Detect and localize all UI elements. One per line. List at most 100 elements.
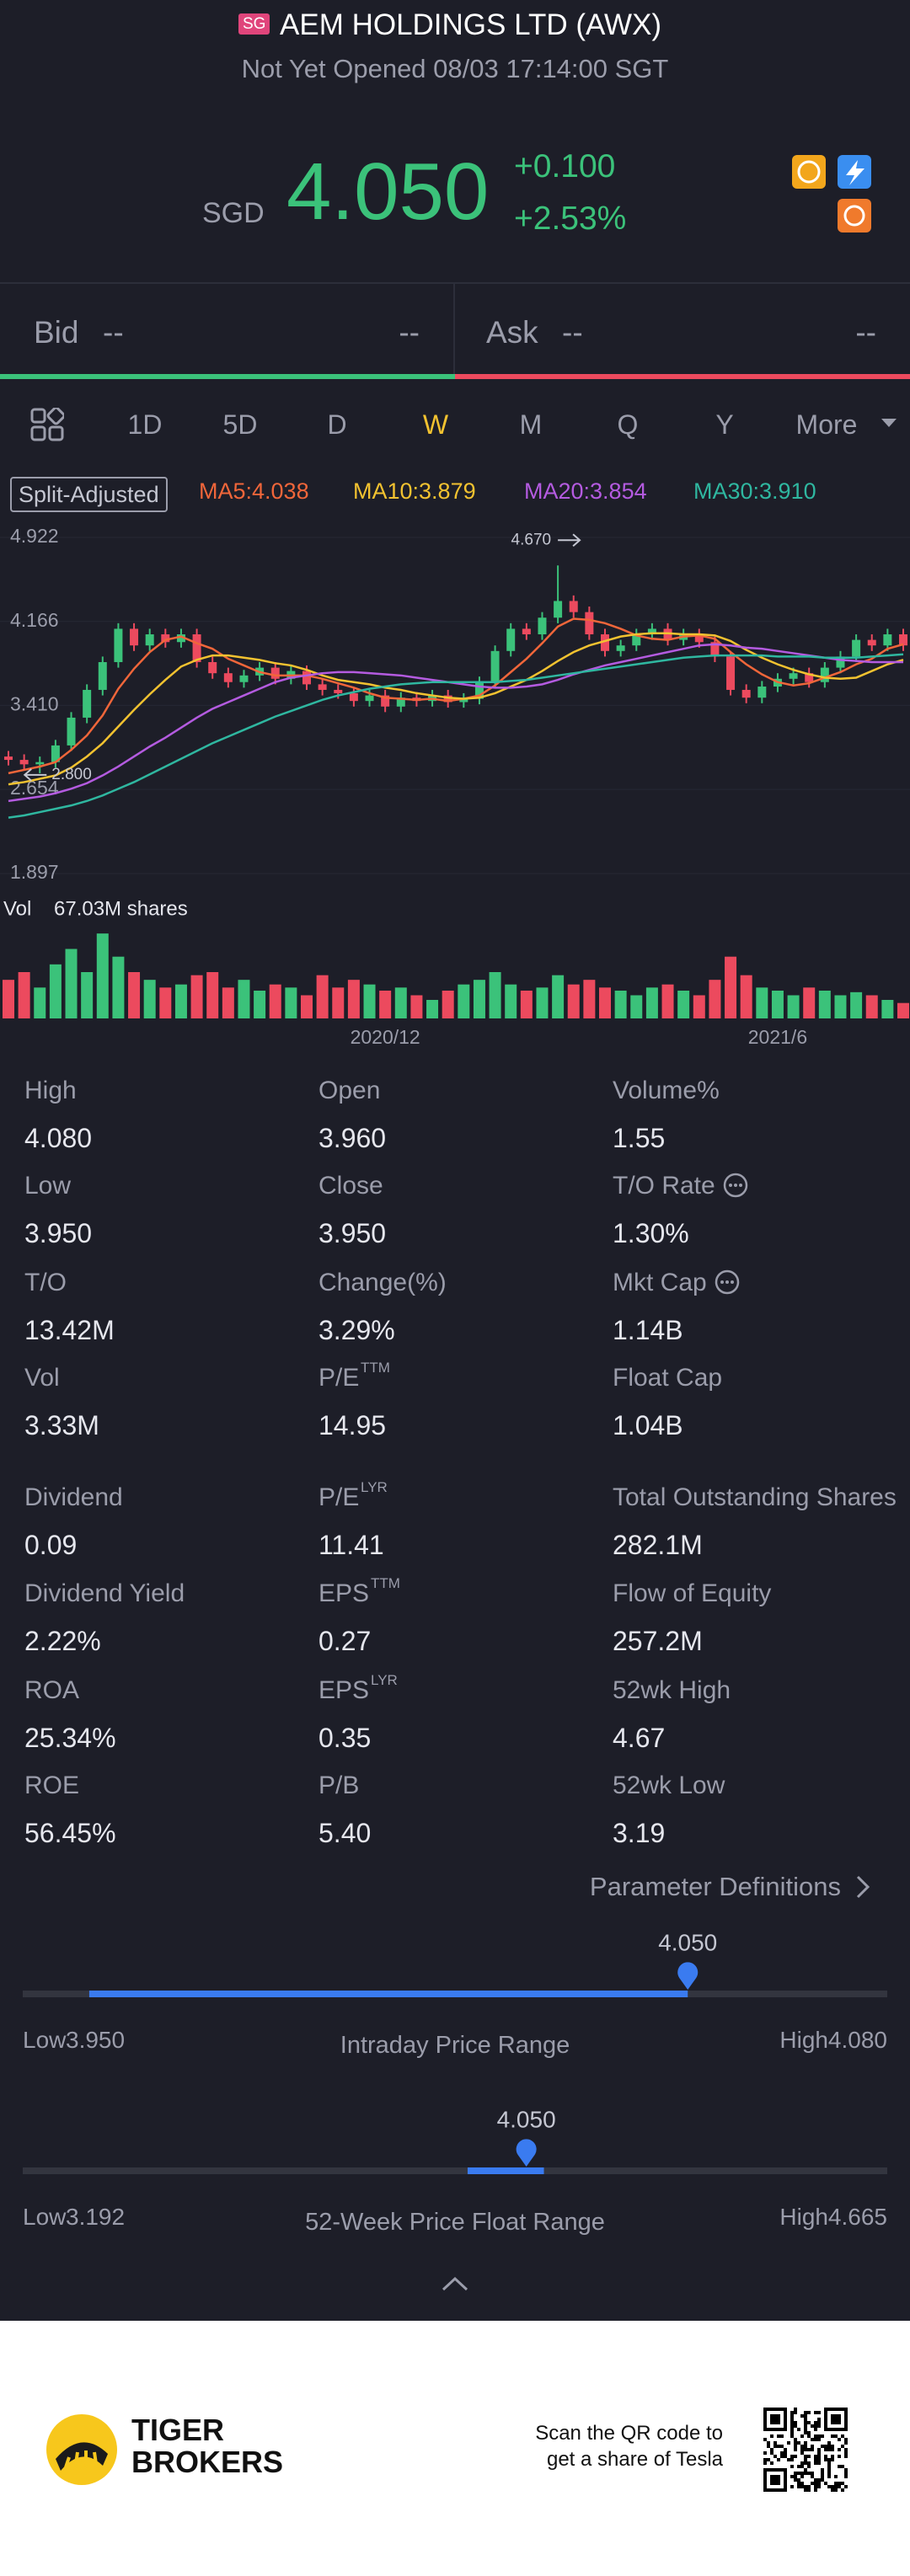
qr-module	[834, 2482, 838, 2485]
qr-module	[804, 2468, 807, 2472]
volume-bar	[645, 987, 658, 1018]
qr-module	[844, 2485, 848, 2488]
qr-module	[817, 2478, 821, 2482]
period-tab[interactable]: More	[795, 409, 858, 440]
last-price: 4.050	[286, 147, 490, 237]
stat-label: Low	[24, 1172, 72, 1200]
qr-module	[814, 2424, 817, 2428]
qr-module	[790, 2411, 794, 2414]
qr-module	[790, 2475, 794, 2478]
info-dot	[734, 1184, 737, 1187]
adjust-badge[interactable]: Split-Adjusted	[10, 477, 168, 512]
qr-module	[814, 2458, 817, 2461]
candle-body	[632, 634, 641, 646]
qr-module	[807, 2448, 811, 2451]
volume-bar	[379, 991, 392, 1018]
qr-module	[797, 2465, 800, 2468]
candle-body	[19, 760, 29, 765]
qr-module	[777, 2445, 780, 2448]
qr-module	[814, 2488, 817, 2492]
qr-module	[838, 2482, 841, 2485]
stat-label-sup: TTM	[361, 1360, 390, 1376]
qr-module	[807, 2485, 811, 2488]
volume-bar	[34, 987, 46, 1018]
qr-module	[827, 2475, 831, 2478]
candle-body	[239, 675, 249, 682]
volume-bar	[552, 975, 565, 1018]
candle-body	[474, 681, 484, 699]
period-tab[interactable]: W	[422, 409, 449, 440]
qr-module	[834, 2485, 838, 2488]
qr-module	[774, 2441, 777, 2445]
qr-module	[824, 2445, 827, 2448]
ask-size: --	[855, 315, 876, 350]
period-tab[interactable]: Q	[617, 409, 639, 440]
qr-module	[767, 2445, 770, 2448]
stat-label: ROE	[24, 1772, 80, 1799]
stat-label: P/E	[318, 1364, 360, 1392]
candle-body	[459, 698, 468, 703]
current-marker	[516, 2139, 537, 2167]
stat-value: 13.42M	[24, 1315, 115, 1345]
info-icon[interactable]	[714, 1269, 741, 1296]
qr-module	[834, 2475, 838, 2478]
icon-loop[interactable]	[838, 199, 871, 232]
qr-module	[770, 2451, 774, 2455]
qr-module	[838, 2455, 841, 2458]
icon-glyph	[843, 205, 865, 227]
period-tab[interactable]: 1D	[127, 409, 163, 440]
qr-module	[794, 2472, 797, 2475]
collapse-arrow[interactable]	[440, 2274, 470, 2295]
qr-module	[844, 2472, 848, 2475]
layout-icon[interactable]	[30, 408, 64, 441]
stat-value: 25.34%	[24, 1723, 116, 1753]
qr-module	[790, 2428, 794, 2431]
qr-module	[821, 2468, 824, 2472]
stat-value: 56.45%	[24, 1818, 116, 1848]
stock-title: AEM HOLDINGS LTD (AWX)	[280, 8, 662, 41]
qr-module	[794, 2421, 797, 2424]
qr-module	[817, 2458, 821, 2461]
qr-module	[770, 2448, 774, 2451]
qr-module	[780, 2451, 784, 2455]
ma-legend-item: MA20:3.854	[524, 478, 647, 504]
volume-bar	[426, 1000, 439, 1018]
volume-bar	[583, 980, 596, 1018]
range-title: Intraday Price Range	[340, 2032, 570, 2059]
y-tick-label: 3.410	[10, 693, 59, 715]
candle-body	[443, 695, 452, 703]
period-tab[interactable]: M	[519, 409, 543, 440]
volume-bar	[159, 987, 172, 1018]
volume-bar	[410, 995, 423, 1018]
icon-part	[48, 425, 64, 441]
info-icon[interactable]	[722, 1172, 749, 1199]
info-ring	[723, 1173, 748, 1198]
period-tab[interactable]: Y	[715, 409, 734, 440]
volume-value: 67.03M shares	[54, 897, 188, 920]
period-tab[interactable]: D	[327, 409, 347, 440]
qr-module	[804, 2428, 807, 2431]
qr-module	[821, 2478, 824, 2482]
range-low-prefix: Low	[23, 2027, 67, 2053]
qr-module	[794, 2408, 797, 2411]
qr-module	[811, 2472, 814, 2475]
icon-dollar[interactable]	[792, 155, 826, 189]
stat-value: 257.2M	[613, 1626, 703, 1656]
candle-body	[98, 661, 107, 690]
volume-bar	[128, 972, 141, 1018]
qr-module	[827, 2461, 831, 2465]
info-dot	[729, 1184, 732, 1187]
period-tab[interactable]: 5D	[222, 409, 258, 440]
qr-module	[814, 2421, 817, 2424]
stat-value: 14.95	[318, 1410, 387, 1440]
qr-caption: Scan the QR code to	[535, 2422, 723, 2445]
x-tick-label: 2020/12	[351, 1026, 420, 1048]
price-change: +0.100	[514, 148, 616, 184]
param-link[interactable]: Parameter Definitions	[589, 1872, 841, 1901]
ma-line	[8, 653, 904, 819]
candle-body	[83, 689, 92, 718]
qr-finder	[770, 2414, 780, 2424]
candle-body	[522, 628, 531, 635]
candle-body	[836, 656, 845, 668]
